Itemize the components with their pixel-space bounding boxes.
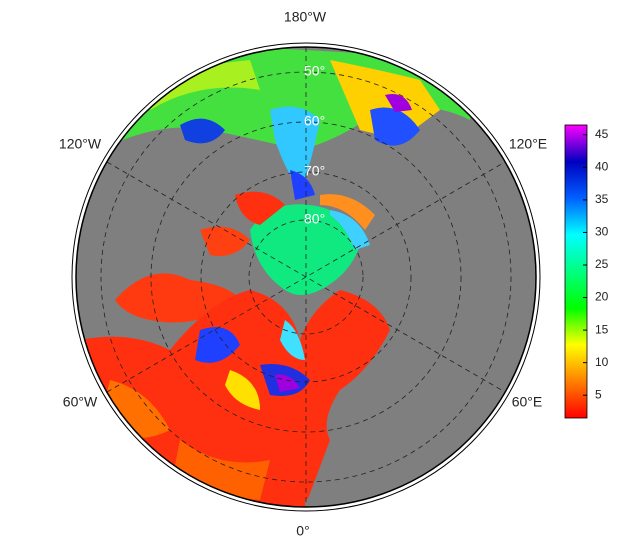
colorbar-scale	[564, 124, 588, 419]
lat-label: 80°	[304, 211, 325, 227]
ocean-field	[235, 191, 285, 225]
map-disk	[76, 47, 536, 507]
ocean-field	[280, 320, 305, 360]
ocean-field	[115, 273, 240, 323]
colorbar-tick-label: 30	[595, 225, 609, 239]
colorbar-tick-label: 35	[595, 192, 609, 206]
lon-label: 60°W	[63, 394, 98, 410]
ocean-field	[385, 94, 412, 112]
graticule	[106, 161, 506, 393]
map-frame	[71, 42, 541, 512]
colorbar-tick-label: 25	[595, 257, 609, 271]
ocean-field	[270, 106, 320, 190]
lon-label: 120°E	[509, 136, 547, 152]
colorbar: 5 10 15 20 25 30 35 40 45	[564, 124, 609, 419]
map-frame	[75, 46, 537, 508]
graticule	[248, 219, 364, 335]
colorbar-tick-label: 15	[595, 322, 609, 336]
lat-label: 60°	[304, 113, 325, 129]
lat-label: 70°	[304, 163, 325, 179]
ocean-field	[225, 370, 260, 410]
ocean-field	[195, 327, 240, 363]
lon-label: 0°	[296, 523, 309, 539]
ocean-field	[330, 210, 370, 250]
ocean-field	[330, 60, 440, 140]
colorbar-tick-label: 20	[595, 290, 609, 304]
colorbar-tick-label: 45	[595, 127, 609, 141]
lat-label: 50°	[304, 63, 325, 79]
ocean-field	[320, 194, 375, 230]
ocean-field	[180, 118, 225, 144]
ocean-field	[370, 107, 420, 146]
colorbar-tick-label: 5	[595, 387, 602, 401]
ocean-field	[290, 170, 315, 200]
colorbar-tick-label: 10	[595, 355, 609, 369]
lon-label: 120°W	[59, 136, 102, 152]
lon-label: 180°W	[284, 9, 327, 25]
colorbar-tick-label: 40	[595, 159, 609, 173]
ocean-field	[200, 226, 250, 256]
lon-label: 60°E	[512, 394, 543, 410]
ocean-field	[250, 204, 360, 295]
graticule	[100, 71, 512, 483]
